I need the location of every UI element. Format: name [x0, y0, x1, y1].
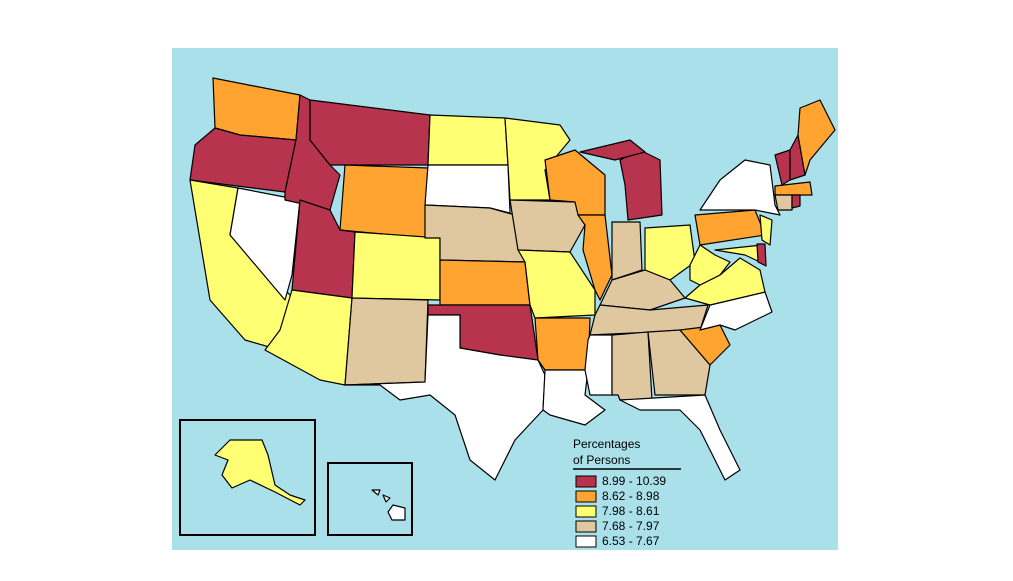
state-region [382, 494, 391, 503]
legend-swatch [575, 475, 597, 488]
state-region [611, 221, 643, 281]
state-region [579, 139, 646, 161]
legend-title: of Persons [573, 453, 630, 467]
legend-swatch [575, 520, 597, 533]
state-region [371, 489, 381, 496]
legend-label: 6.53 - 7.67 [602, 534, 660, 548]
legend-label: 7.68 - 7.97 [602, 519, 660, 533]
state-region [774, 194, 793, 211]
state-region [577, 214, 613, 301]
state-region [644, 224, 696, 281]
state-region [439, 259, 531, 306]
state-region [517, 249, 596, 319]
state-region [534, 317, 591, 371]
state-region [791, 194, 801, 209]
legend-label: 7.98 - 8.61 [602, 504, 660, 518]
legend-title: Percentages [573, 437, 640, 451]
state-region [699, 159, 781, 216]
state-region [774, 181, 813, 196]
state-region [619, 394, 741, 481]
legend-label: 8.99 - 10.39 [602, 474, 666, 488]
state-region [214, 439, 306, 506]
state-region [424, 204, 526, 263]
state-region [509, 199, 586, 253]
state-region [339, 164, 429, 239]
state-region [759, 214, 773, 246]
state-region [584, 334, 613, 396]
legend-swatch [575, 535, 597, 548]
state-region [689, 244, 731, 286]
state-region [756, 243, 767, 267]
legend-label: 8.62 - 8.98 [602, 489, 660, 503]
states [189, 77, 836, 521]
state-region [647, 329, 711, 396]
legend: Percentages of Persons 8.99 - 10.398.62 … [573, 437, 681, 548]
state-region [344, 297, 429, 386]
hawaii-inset [327, 462, 413, 536]
legend-swatch [575, 505, 597, 518]
state-region [351, 231, 441, 301]
state-region [387, 504, 406, 521]
state-region [344, 314, 546, 481]
state-region [797, 99, 836, 176]
state-region [309, 99, 431, 166]
state-region [427, 114, 509, 166]
state-region [504, 117, 571, 201]
legend-swatch [575, 490, 597, 503]
alaska-inset [179, 419, 316, 536]
state-region [611, 331, 653, 401]
